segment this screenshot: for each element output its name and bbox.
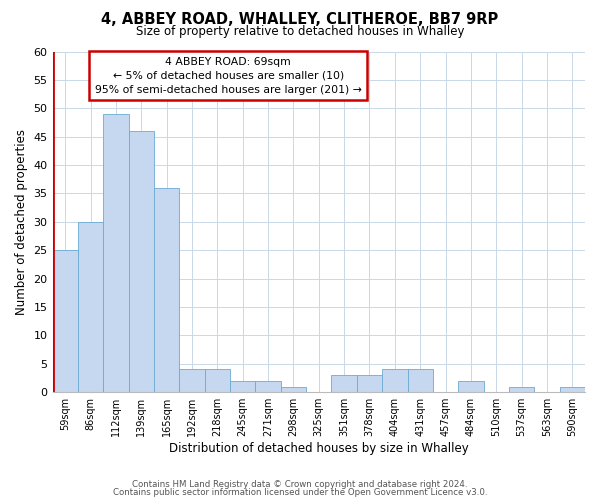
- Bar: [458, 381, 484, 392]
- Bar: [509, 386, 534, 392]
- Text: Contains HM Land Registry data © Crown copyright and database right 2024.: Contains HM Land Registry data © Crown c…: [132, 480, 468, 489]
- Bar: [560, 386, 585, 392]
- Bar: [407, 370, 433, 392]
- Text: Size of property relative to detached houses in Whalley: Size of property relative to detached ho…: [136, 25, 464, 38]
- Text: 4, ABBEY ROAD, WHALLEY, CLITHEROE, BB7 9RP: 4, ABBEY ROAD, WHALLEY, CLITHEROE, BB7 9…: [101, 12, 499, 28]
- Bar: [331, 375, 357, 392]
- X-axis label: Distribution of detached houses by size in Whalley: Distribution of detached houses by size …: [169, 442, 469, 455]
- Bar: [205, 370, 230, 392]
- Bar: [179, 370, 205, 392]
- Bar: [281, 386, 306, 392]
- Text: Contains public sector information licensed under the Open Government Licence v3: Contains public sector information licen…: [113, 488, 487, 497]
- Y-axis label: Number of detached properties: Number of detached properties: [15, 129, 28, 315]
- Bar: [128, 131, 154, 392]
- Text: 4 ABBEY ROAD: 69sqm
← 5% of detached houses are smaller (10)
95% of semi-detache: 4 ABBEY ROAD: 69sqm ← 5% of detached hou…: [95, 56, 362, 94]
- Bar: [103, 114, 128, 392]
- Bar: [357, 375, 382, 392]
- Bar: [154, 188, 179, 392]
- Bar: [382, 370, 407, 392]
- Bar: [230, 381, 256, 392]
- Bar: [53, 250, 78, 392]
- Bar: [78, 222, 103, 392]
- Bar: [256, 381, 281, 392]
